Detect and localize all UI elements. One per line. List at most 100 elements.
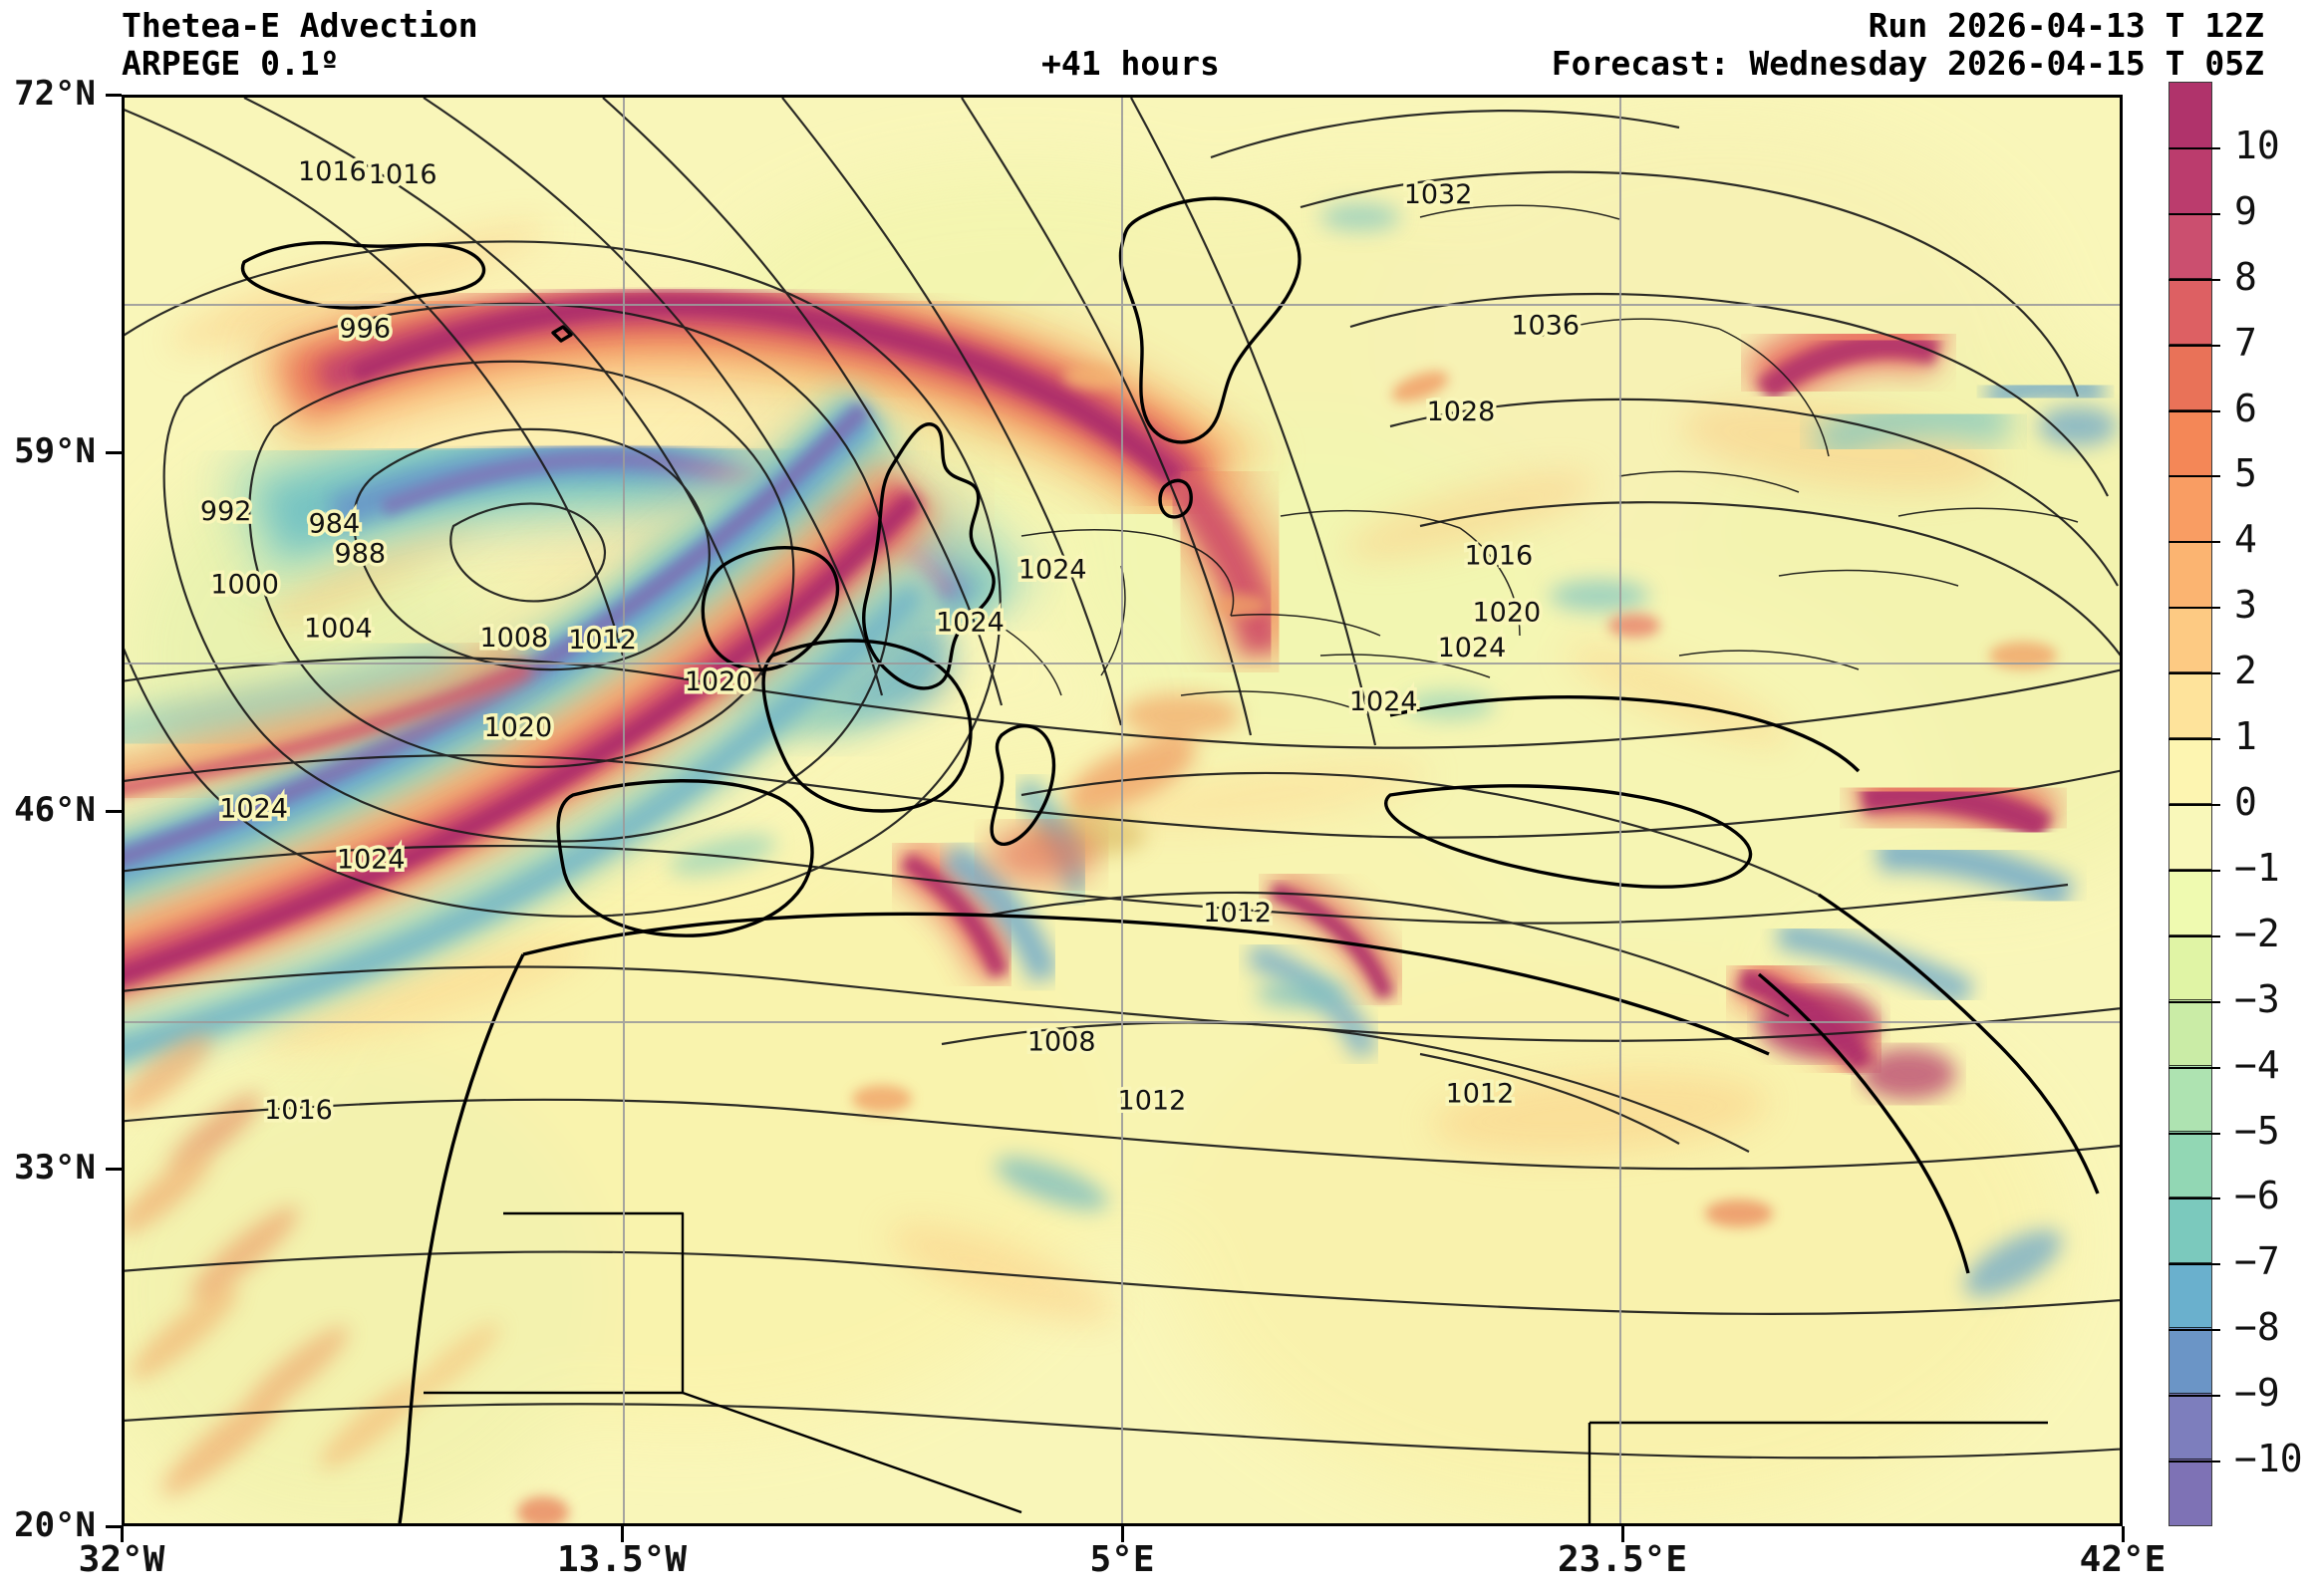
colorbar-tick-label: 9 (2234, 188, 2257, 233)
colorbar-tick-label: 6 (2234, 386, 2257, 430)
frontal-stripe-band-southwest (125, 365, 994, 1072)
isobar-label: 1012 (1446, 1078, 1515, 1109)
y-tick-label: 33°N (14, 1147, 96, 1188)
colorbar-tick-mark (2168, 475, 2220, 478)
colorbar-tick-mark (2168, 1329, 2220, 1332)
isobar-label-halo: 1024 (1438, 633, 1507, 664)
isobar-label: 1012 (1203, 898, 1272, 929)
y-tick-mark (106, 809, 122, 813)
x-tick-mark (621, 1526, 624, 1542)
colorbar-tick-mark (2168, 1132, 2220, 1135)
colorbar-tick-mark (2168, 934, 2220, 937)
isobar-label: 1036 (1511, 311, 1580, 342)
map-plot-area[interactable]: 1016 1016 1016 1016 1032 1032 996 996 1036 1036 10… (122, 95, 2123, 1526)
colorbar-tick-label: −8 (2234, 1305, 2280, 1350)
colorbar-segment (2169, 1328, 2211, 1395)
isobar-label-halo: 1020 (483, 712, 552, 743)
header: Thetea-E Advection ARPEGE 0.1º +41 hours… (0, 0, 2312, 92)
y-tick-label: 46°N (14, 789, 96, 830)
x-tick-label: 5°E (1089, 1539, 1155, 1580)
x-tick-mark (2122, 1526, 2125, 1542)
colorbar-tick-mark (2168, 1197, 2220, 1200)
warm-advection-band-north (253, 264, 1248, 538)
isobar-label: 1032 (1404, 179, 1473, 210)
isobar-label-halo: 1036 (1511, 311, 1580, 342)
colorbar-tick-label: −2 (2234, 911, 2280, 955)
colorbar-tick-mark (2168, 804, 2220, 806)
colorbar-segment (2169, 1262, 2211, 1329)
colorbar-tick-label: 8 (2234, 254, 2257, 299)
colorbar-tick-mark (2168, 344, 2220, 347)
advection-tropical-atlantic (125, 1033, 500, 1496)
isobar-label-halo: 1032 (1404, 179, 1473, 210)
colorbar-segment (2169, 1000, 2211, 1067)
isobar-label: 1004 (304, 613, 373, 644)
isobar-label: 996 (340, 314, 392, 345)
isobar-label-halo: 1012 (1118, 1085, 1187, 1116)
isobar-label-halo: 1004 (304, 613, 373, 644)
colorbar-tick-label: −1 (2234, 845, 2280, 890)
y-tick-mark (106, 451, 122, 455)
x-tick-label: 13.5°W (556, 1539, 688, 1580)
page-title: Thetea-E Advection (122, 6, 478, 45)
colorbar-segment (2169, 1197, 2211, 1263)
isobar-label: 1024 (337, 844, 406, 875)
isobar-label-halo: 1024 (1018, 555, 1087, 586)
run-time-label: Run 2026-04-13 T 12Z (1868, 6, 2264, 45)
isobar-label: 1016 (1465, 541, 1534, 572)
isobar-label-halo: 1024 (219, 794, 288, 825)
colorbar-segment (2169, 934, 2211, 1001)
advection-couplet-eastern-europe (1740, 310, 2107, 465)
isobar-label-halo: 1008 (1027, 1027, 1096, 1058)
x-tick-mark (1121, 1526, 1124, 1542)
isobar-label: 1024 (1349, 686, 1418, 717)
y-tick-label: 72°N (14, 74, 96, 114)
isobar-label: 1020 (1472, 597, 1541, 628)
colorbar-tick-label: −7 (2234, 1239, 2280, 1284)
colorbar-tick-label: −3 (2234, 976, 2280, 1021)
colorbar-segment (2169, 541, 2211, 608)
colorbar-tick-label: 0 (2234, 780, 2257, 824)
advection-nile-sinai (1730, 921, 1975, 1100)
isobar-label-halo: 1016 (369, 159, 437, 190)
x-tick-label: 42°E (2079, 1539, 2167, 1580)
isobar-label: 1024 (1018, 555, 1087, 586)
colorbar-tick-mark (2168, 1395, 2220, 1398)
isobar-label-halo: 1012 (1203, 898, 1272, 929)
colorbar-tick-label: 2 (2234, 649, 2257, 693)
colorbar[interactable] (2168, 82, 2212, 1526)
lead-time-label: +41 hours (1041, 44, 1220, 83)
isobar-label-halo: 1016 (264, 1095, 333, 1126)
colorbar-segment (2169, 213, 2211, 280)
colorbar-tick-label: 10 (2234, 123, 2280, 167)
isobar-label-halo: 1024 (936, 607, 1005, 638)
isobar-label-halo: 1020 (685, 666, 753, 697)
colorbar-tick-label: −4 (2234, 1042, 2280, 1087)
frontal-stripe-tail (125, 635, 532, 799)
isobar-label: 1012 (1118, 1085, 1187, 1116)
isobar-label: 1008 (479, 623, 548, 654)
isobar-label-halo: 988 (335, 539, 387, 570)
colorbar-segment (2169, 345, 2211, 411)
colorbar-segment (2169, 607, 2211, 673)
colorbar-tick-mark (2168, 146, 2220, 149)
isobar-label-halo: 1024 (1349, 686, 1418, 717)
colorbar-tick-mark (2168, 1461, 2220, 1463)
colorbar-tick-mark (2168, 607, 2220, 610)
colorbar-segment (2169, 803, 2211, 870)
y-tick-mark (106, 1525, 122, 1528)
colorbar-segment (2169, 1132, 2211, 1197)
isobar-label-halo: 1012 (568, 625, 637, 656)
x-tick-mark (121, 1526, 124, 1542)
y-tick-label: 59°N (14, 431, 96, 472)
colorbar-tick-mark (2168, 738, 2220, 741)
colorbar-tick-mark (2168, 278, 2220, 281)
colorbar-tick-mark (2168, 672, 2220, 675)
colorbar-tick-label: 1 (2234, 714, 2257, 759)
colorbar-segment (2169, 147, 2211, 214)
colorbar-segment (2169, 738, 2211, 804)
isobar-label-halo: 1008 (479, 623, 548, 654)
isobar-label: 992 (200, 496, 252, 527)
isobar-label-halo: 1012 (1446, 1078, 1515, 1109)
isobar-label-halo: 984 (309, 509, 361, 540)
